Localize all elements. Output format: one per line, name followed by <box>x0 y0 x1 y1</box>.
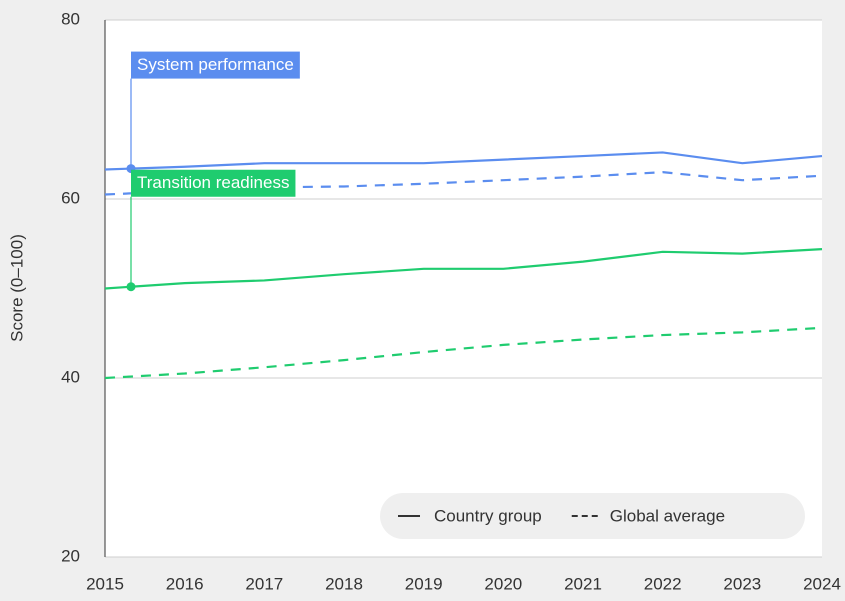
x-tick-label: 2023 <box>723 574 761 593</box>
y-axis-label: Score (0–100) <box>7 234 26 342</box>
y-tick-label: 20 <box>61 546 80 565</box>
country-line <box>104 248 823 290</box>
x-tick-label: 2016 <box>166 574 204 593</box>
annotation-label: Transition readiness <box>137 173 289 192</box>
annotation-marker <box>126 282 136 292</box>
y-tick-label: 80 <box>61 9 80 28</box>
x-tick-label: 2019 <box>405 574 443 593</box>
x-tick-label: 2018 <box>325 574 363 593</box>
annotation-label: System performance <box>137 55 294 74</box>
annotation-box <box>131 169 296 197</box>
plot-area <box>105 20 822 557</box>
y-tick-label: 40 <box>61 367 80 386</box>
x-tick-label: 2015 <box>86 574 124 593</box>
annotation-box <box>131 51 300 79</box>
y-tick-label: 60 <box>61 188 80 207</box>
country-line <box>104 151 823 171</box>
legend-label: Country group <box>434 506 542 525</box>
x-tick-label: 2022 <box>644 574 682 593</box>
global-line <box>104 326 823 380</box>
legend-label: Global average <box>610 506 725 525</box>
x-tick-label: 2021 <box>564 574 602 593</box>
x-tick-label: 2017 <box>245 574 283 593</box>
x-tick-label: 2024 <box>803 574 841 593</box>
x-tick-label: 2020 <box>484 574 522 593</box>
global-line <box>104 171 823 196</box>
